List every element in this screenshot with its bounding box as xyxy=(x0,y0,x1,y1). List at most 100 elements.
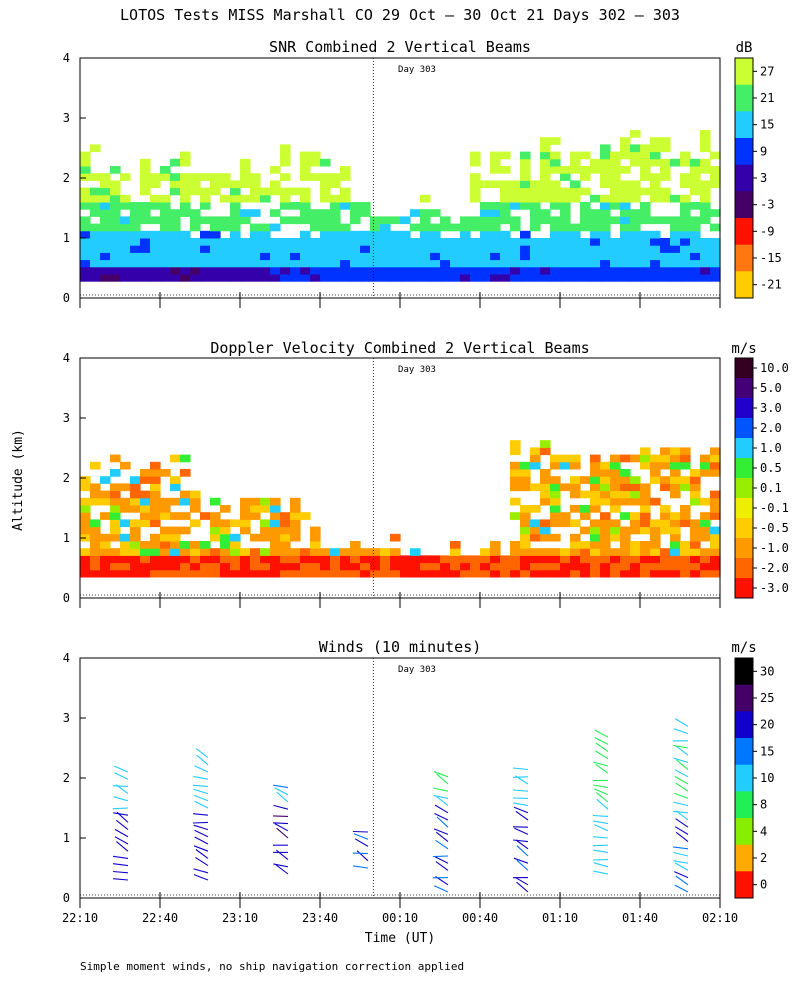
doppler-cell xyxy=(440,569,451,578)
wind-barb xyxy=(516,881,529,893)
snr-cell xyxy=(330,194,341,203)
snr-cell xyxy=(380,266,391,275)
colorbar-swatch xyxy=(735,684,753,712)
snr-cell xyxy=(710,180,721,189)
doppler-cell xyxy=(520,461,531,470)
y-axis-label: Altitude (km) xyxy=(11,429,26,531)
doppler-cell xyxy=(150,533,161,542)
doppler-cell xyxy=(240,548,251,556)
doppler-cell xyxy=(120,548,131,556)
snr-cell xyxy=(570,187,581,196)
doppler-cell xyxy=(700,526,711,535)
snr-cell xyxy=(140,187,151,196)
doppler-cell xyxy=(620,555,631,564)
snr-cell xyxy=(670,216,681,225)
snr-cell xyxy=(200,230,211,239)
snr-cell xyxy=(640,166,651,174)
doppler-cell xyxy=(520,483,531,492)
wind-barb xyxy=(674,884,689,893)
snr-cell xyxy=(260,266,271,275)
snr-cell xyxy=(550,180,561,189)
snr-cell xyxy=(700,187,711,196)
wind-barb xyxy=(673,860,689,864)
wind-barb xyxy=(595,742,609,753)
doppler-cell xyxy=(690,526,701,535)
snr-cell xyxy=(180,259,191,268)
doppler-cell xyxy=(530,555,541,564)
snr-cell xyxy=(480,230,491,239)
snr-cell xyxy=(650,144,661,153)
x-tick-label: 02:10 xyxy=(702,911,738,925)
snr-cell xyxy=(380,259,391,268)
doppler-cell xyxy=(110,548,121,556)
snr-cell xyxy=(80,194,91,203)
doppler-cell xyxy=(650,497,661,506)
doppler-cell xyxy=(480,562,491,571)
snr-cell xyxy=(630,209,641,217)
snr-cell xyxy=(170,274,181,282)
snr-cell xyxy=(550,137,561,145)
doppler-cell xyxy=(400,555,411,564)
snr-cell xyxy=(690,230,701,239)
wind-barb xyxy=(433,794,449,799)
snr-cell xyxy=(160,223,171,232)
snr-cell xyxy=(100,202,111,210)
doppler-cell xyxy=(460,562,471,571)
snr-cell xyxy=(680,209,691,217)
snr-cell xyxy=(190,252,201,261)
colorbar-swatch xyxy=(735,558,753,579)
doppler-cell xyxy=(590,461,601,470)
snr-cell xyxy=(500,274,511,282)
doppler-cell xyxy=(530,461,541,470)
snr-cell xyxy=(260,252,271,261)
snr-cell xyxy=(510,259,521,268)
doppler-cell xyxy=(660,447,671,456)
snr-cell xyxy=(520,180,531,189)
doppler-cell xyxy=(210,497,221,506)
doppler-cell xyxy=(480,569,491,578)
doppler-cell xyxy=(290,569,301,578)
doppler-cell xyxy=(580,541,591,549)
snr-cell xyxy=(690,274,701,282)
wind-barb xyxy=(195,748,209,759)
doppler-cell xyxy=(690,497,701,506)
snr-cell xyxy=(340,238,351,246)
snr-cell xyxy=(660,173,671,181)
snr-cell xyxy=(320,180,331,189)
snr-cell xyxy=(530,252,541,261)
snr-cell xyxy=(550,158,561,167)
snr-cell xyxy=(310,209,321,217)
doppler-cell xyxy=(700,519,711,528)
snr-cell xyxy=(630,245,641,253)
snr-cell xyxy=(180,173,191,181)
doppler-cell xyxy=(200,555,211,564)
snr-cell xyxy=(120,252,131,261)
doppler-cell xyxy=(640,555,651,564)
snr-cell xyxy=(600,151,611,160)
doppler-cell xyxy=(150,505,161,513)
doppler-cell xyxy=(700,569,711,578)
snr-cell xyxy=(610,238,621,246)
snr-cell xyxy=(220,173,231,181)
snr-cell xyxy=(380,230,391,239)
doppler-cell xyxy=(540,440,551,448)
doppler-cell xyxy=(120,569,131,578)
wind-barb xyxy=(352,852,369,855)
snr-cell xyxy=(160,230,171,239)
snr-cell xyxy=(630,259,641,268)
doppler-cell xyxy=(620,548,631,556)
doppler-cell xyxy=(680,555,691,564)
doppler-cell xyxy=(150,548,161,556)
doppler-cell xyxy=(600,562,611,571)
doppler-cell xyxy=(550,490,561,499)
snr-cell xyxy=(120,173,131,181)
snr-cell xyxy=(420,245,431,253)
colorbar-swatch xyxy=(735,871,753,899)
doppler-cell xyxy=(170,454,181,463)
wind-barb xyxy=(674,718,689,727)
snr-cell xyxy=(100,238,111,246)
doppler-cell xyxy=(620,476,631,484)
snr-cell xyxy=(330,238,341,246)
snr-cell xyxy=(420,209,431,217)
colorbar-tick-label: 4 xyxy=(760,824,767,838)
